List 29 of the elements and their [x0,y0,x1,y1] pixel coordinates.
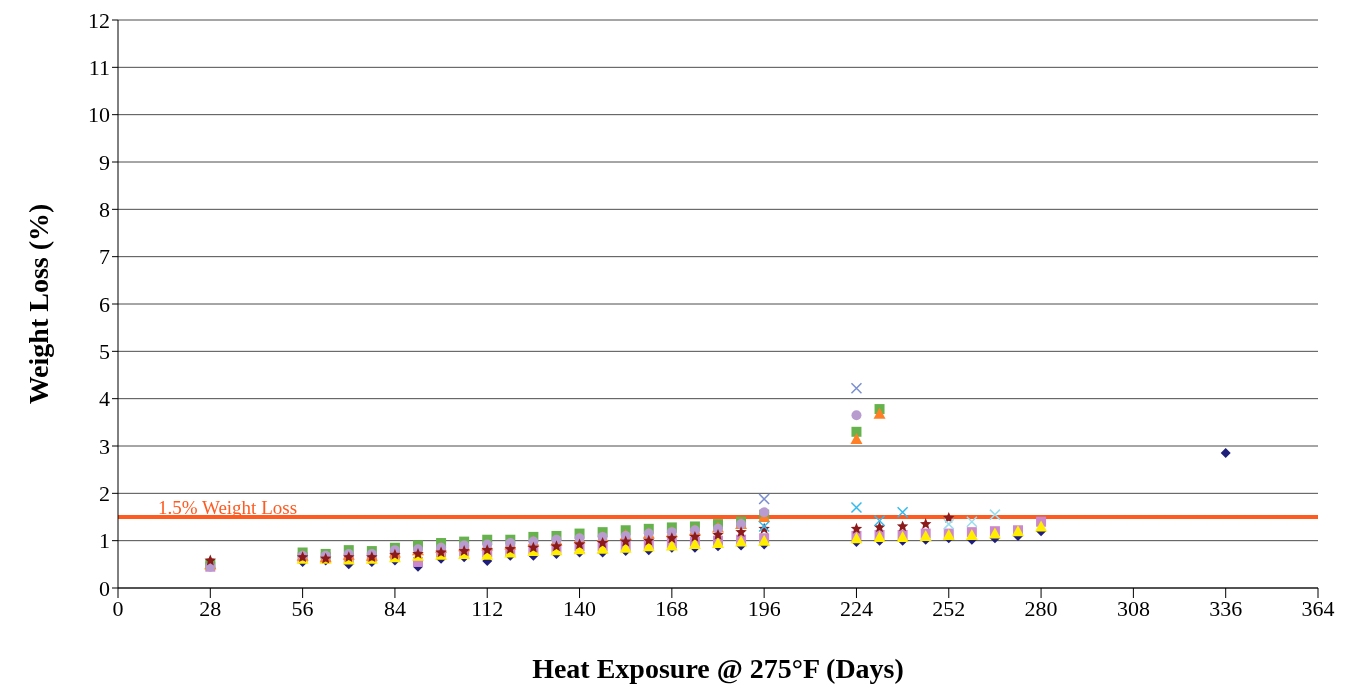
y-tick-label: 8 [99,197,110,223]
y-tick-label: 10 [88,102,110,128]
y-tick-label: 12 [88,7,110,33]
y-tick-label: 3 [99,433,110,459]
x-tick-label: 84 [383,595,406,621]
ref-line-label: 1.5% Weight Loss [158,497,298,519]
y-tick-label: 9 [99,149,110,175]
x-tick-label: 168 [655,595,689,621]
x-tick-label: 224 [839,595,873,621]
x-axis-title: Heat Exposure @ 275°F (Days) [532,653,904,684]
x-tick-label: 112 [471,595,504,621]
x-tick-label: 364 [1301,595,1335,621]
y-tick-label: 5 [99,339,110,365]
y-tick-label: 0 [99,575,110,601]
y-tick-label: 2 [99,481,110,507]
x-tick-label: 196 [747,595,781,621]
y-tick-label: 1 [99,528,110,554]
x-tick-label: 308 [1116,595,1150,621]
y-tick-label: 7 [99,244,110,270]
x-tick-label: 280 [1024,595,1058,621]
x-tick-label: 56 [291,595,314,621]
y-tick-label: 11 [88,55,110,81]
y-tick-label: 4 [99,386,110,412]
y-tick-label: 6 [99,291,110,317]
x-tick-label: 140 [563,595,597,621]
x-tick-label: 28 [199,595,222,621]
y-axis-title: Weight Loss (%) [22,203,54,405]
x-tick-label: 336 [1209,595,1243,621]
x-tick-label: 252 [932,595,966,621]
